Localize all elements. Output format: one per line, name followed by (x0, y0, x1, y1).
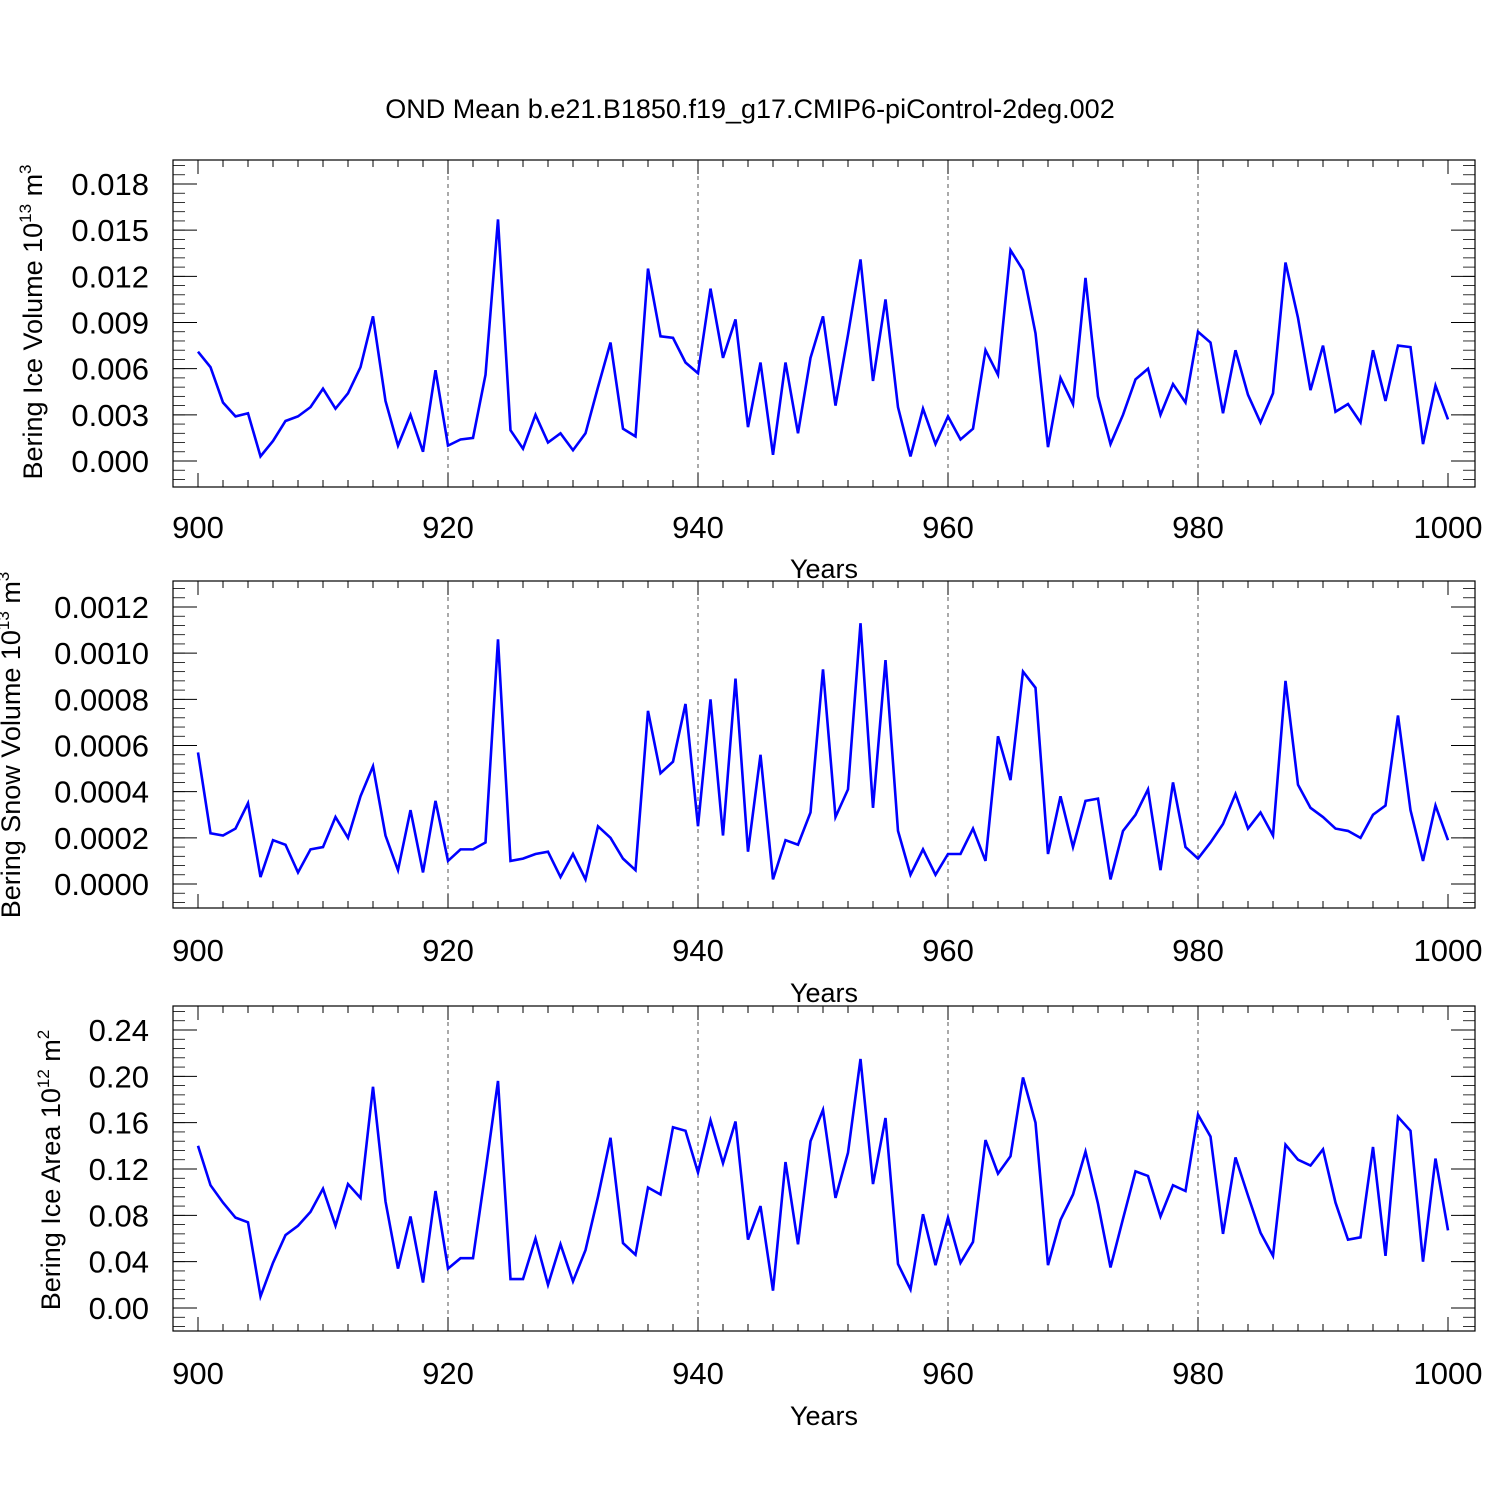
y-axis-title-unit-exponent: 3 (0, 572, 13, 581)
panel-bering-ice-volume: 0.000 0.003 0.006 0.009 0.012 0.015 0.018 900 92… (16, 159, 1483, 584)
x-tick-label: 1000 (1414, 510, 1483, 545)
y-tick-label: 0.16 (89, 1106, 149, 1141)
x-axis-title: Years (790, 1401, 858, 1431)
x-tick-label: 960 (922, 510, 974, 545)
x-tick-label: 940 (672, 933, 724, 968)
plot-frame (172, 580, 1476, 909)
y-axis-title-exponent: 12 (34, 1069, 53, 1088)
y-tick-label: 0.0006 (54, 729, 149, 764)
y-axis-title-exponent: 13 (16, 204, 35, 223)
y-axis-title: Bering Ice Volume 1013 m3 (16, 164, 48, 479)
y-axis-title-unit-exponent: 3 (16, 164, 35, 173)
x-tick-label: 940 (672, 510, 724, 545)
plot-frame (172, 159, 1476, 488)
y-tick-label: 0.0002 (54, 821, 149, 856)
y-tick-label: 0.012 (71, 259, 149, 294)
x-tick-label: 940 (672, 1356, 724, 1391)
series-line (196, 623, 1450, 884)
y-axis-title: Bering Snow Volume 1013 m3 (0, 572, 26, 919)
y-tick-label: 0.015 (71, 213, 149, 248)
x-tick-label: 920 (422, 1356, 474, 1391)
y-axis-title-unit: m (0, 581, 26, 611)
y-axis-title-unit: m (36, 1039, 66, 1069)
x-tick-label: 900 (172, 510, 224, 545)
x-tick-label: 900 (172, 933, 224, 968)
y-tick-label: 0.04 (89, 1245, 149, 1280)
y-tick-label: 0.20 (89, 1059, 149, 1094)
y-axis-title-main: Bering Ice Area 10 (36, 1088, 66, 1310)
y-axis-title: Bering Ice Area 1012 m2 (34, 1030, 66, 1311)
y-tick-label: 0.0008 (54, 682, 149, 717)
x-tick-label: 900 (172, 1356, 224, 1391)
y-tick-label: 0.000 (71, 444, 149, 479)
x-tick-label: 1000 (1414, 1356, 1483, 1391)
x-tick-label: 920 (422, 510, 474, 545)
y-tick-label: 0.018 (71, 167, 149, 202)
y-axis-title-unit-exponent: 2 (34, 1030, 53, 1039)
x-tick-label: 1000 (1414, 933, 1483, 968)
y-axis-title-main: Bering Snow Volume 10 (0, 630, 26, 918)
series-line (196, 1058, 1450, 1302)
x-tick-label: 980 (1172, 510, 1224, 545)
figure-title: OND Mean b.e21.B1850.f19_g17.CMIP6-piCon… (385, 94, 1114, 124)
y-tick-label: 0.24 (89, 1013, 149, 1048)
y-tick-label: 0.00 (89, 1291, 149, 1326)
y-tick-label: 0.009 (71, 306, 149, 341)
y-tick-label: 0.006 (71, 352, 149, 387)
x-tick-label: 980 (1172, 1356, 1224, 1391)
x-tick-label: 920 (422, 933, 474, 968)
panel-bering-snow-volume: 0.0000 0.0002 0.0004 0.0006 0.0008 0.0010 0.00… (0, 572, 1482, 1008)
x-axis-title: Years (790, 554, 858, 584)
y-tick-label: 0.0004 (54, 775, 149, 810)
y-tick-label: 0.003 (71, 398, 149, 433)
series-line (196, 219, 1450, 460)
x-tick-label: 960 (922, 1356, 974, 1391)
panel-bering-ice-area: 0.00 0.04 0.08 0.12 0.16 0.20 0.24 900 920 940 960… (34, 1005, 1483, 1431)
y-tick-label: 0.12 (89, 1152, 149, 1187)
x-tick-label: 980 (1172, 933, 1224, 968)
y-tick-label: 0.0000 (54, 867, 149, 902)
x-axis-title: Years (790, 978, 858, 1008)
y-tick-label: 0.0010 (54, 636, 149, 671)
y-tick-label: 0.0012 (54, 590, 149, 625)
y-tick-label: 0.08 (89, 1198, 149, 1233)
y-axis-title-exponent: 13 (0, 611, 13, 630)
y-axis-title-unit: m (18, 174, 48, 204)
y-axis-title-main: Bering Ice Volume 10 (18, 223, 48, 480)
x-tick-label: 960 (922, 933, 974, 968)
